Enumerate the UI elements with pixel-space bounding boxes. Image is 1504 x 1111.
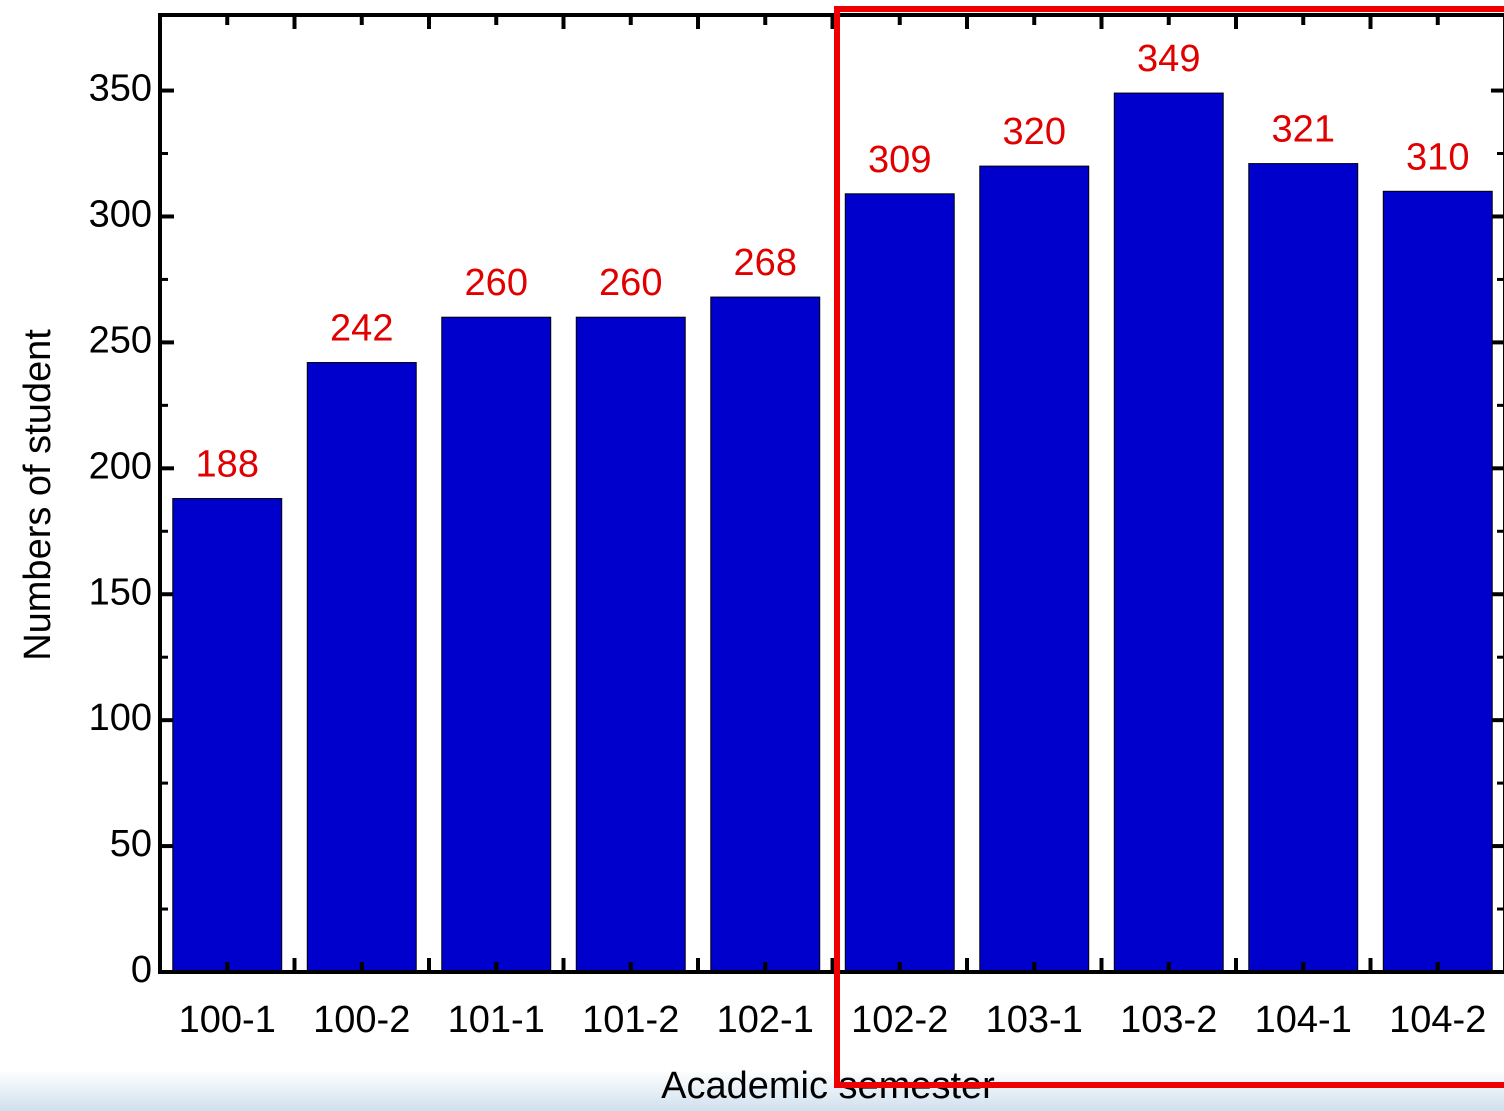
y-tick-label: 0: [131, 949, 152, 991]
value-label: 268: [734, 242, 797, 284]
x-tick-label: 102-1: [717, 999, 814, 1041]
bar: [711, 297, 820, 972]
value-label: 320: [1003, 111, 1066, 153]
bar: [845, 194, 954, 972]
bar: [1114, 93, 1223, 972]
value-label: 309: [868, 139, 931, 181]
x-tick-label: 104-2: [1389, 999, 1486, 1041]
bar: [980, 166, 1089, 972]
value-label: 310: [1406, 136, 1469, 178]
y-tick-label: 50: [110, 823, 152, 865]
x-tick-label: 104-1: [1255, 999, 1352, 1041]
chart: Academic semester Numbers of student 050…: [0, 0, 1504, 1111]
plot-area: 0 50 100 150 200 250 300 350 188 100-1 242 100-2 260…: [89, 15, 1504, 1041]
y-tick-label: 100: [89, 697, 152, 739]
y-tick-label: 150: [89, 571, 152, 613]
x-tick-label: 102-2: [851, 999, 948, 1041]
value-label: 260: [465, 262, 528, 304]
value-label: 321: [1272, 109, 1335, 151]
bar: [576, 317, 685, 972]
x-tick-label: 103-2: [1120, 999, 1217, 1041]
x-tick-label: 100-2: [313, 999, 410, 1041]
bar: [1383, 191, 1492, 972]
value-label: 349: [1137, 38, 1200, 80]
y-tick-label: 200: [89, 445, 152, 487]
value-label: 242: [330, 308, 393, 350]
bar: [1249, 164, 1358, 972]
x-tick-label: 103-1: [986, 999, 1083, 1041]
value-label: 188: [196, 444, 259, 486]
value-label: 260: [599, 262, 662, 304]
bar: [442, 317, 551, 972]
bar: [307, 363, 416, 972]
x-tick-label: 100-1: [179, 999, 276, 1041]
x-tick-label: 101-2: [582, 999, 679, 1041]
y-tick-label: 350: [89, 68, 152, 110]
bar: [173, 499, 282, 972]
y-axis-title: Numbers of student: [17, 329, 59, 661]
y-tick-label: 250: [89, 319, 152, 361]
y-tick-label: 300: [89, 194, 152, 236]
x-tick-label: 101-1: [448, 999, 545, 1041]
